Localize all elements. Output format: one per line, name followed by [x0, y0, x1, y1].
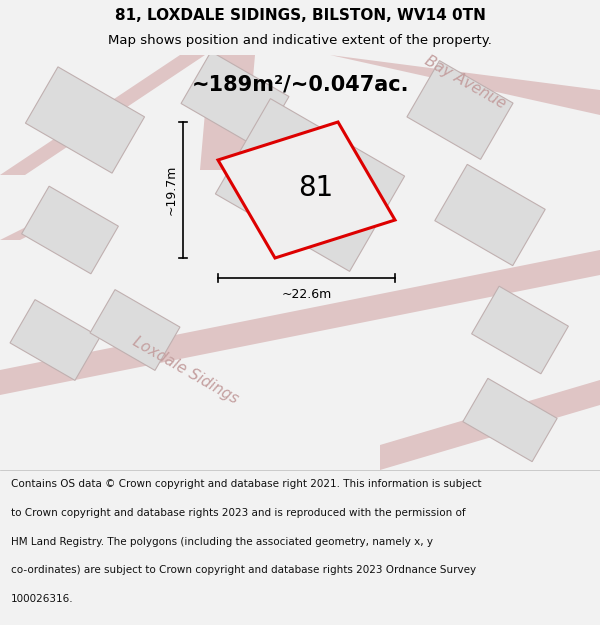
Polygon shape [181, 51, 289, 149]
Text: 81: 81 [298, 174, 334, 202]
Text: Bay Avenue: Bay Avenue [422, 52, 508, 111]
Polygon shape [22, 186, 118, 274]
Polygon shape [472, 286, 568, 374]
Polygon shape [0, 55, 205, 175]
Polygon shape [25, 67, 145, 173]
Polygon shape [330, 55, 600, 115]
Text: Loxdale Sidings: Loxdale Sidings [130, 334, 241, 406]
Polygon shape [463, 378, 557, 462]
Polygon shape [200, 55, 255, 170]
Text: co-ordinates) are subject to Crown copyright and database rights 2023 Ordnance S: co-ordinates) are subject to Crown copyr… [11, 566, 476, 576]
Polygon shape [407, 61, 513, 159]
Text: ~189m²/~0.047ac.: ~189m²/~0.047ac. [191, 75, 409, 95]
Polygon shape [10, 299, 100, 381]
Text: HM Land Registry. The polygons (including the associated geometry, namely x, y: HM Land Registry. The polygons (includin… [11, 537, 433, 547]
Text: ~22.6m: ~22.6m [281, 288, 332, 301]
Text: 100026316.: 100026316. [11, 594, 73, 604]
Polygon shape [0, 210, 80, 240]
Polygon shape [90, 289, 180, 371]
Polygon shape [215, 99, 404, 271]
Text: ~19.7m: ~19.7m [164, 165, 178, 215]
Polygon shape [435, 164, 545, 266]
Text: 81, LOXDALE SIDINGS, BILSTON, WV14 0TN: 81, LOXDALE SIDINGS, BILSTON, WV14 0TN [115, 8, 485, 23]
Polygon shape [0, 250, 600, 395]
Polygon shape [380, 380, 600, 470]
Text: Contains OS data © Crown copyright and database right 2021. This information is : Contains OS data © Crown copyright and d… [11, 479, 481, 489]
Text: to Crown copyright and database rights 2023 and is reproduced with the permissio: to Crown copyright and database rights 2… [11, 508, 466, 518]
Text: Map shows position and indicative extent of the property.: Map shows position and indicative extent… [108, 34, 492, 47]
Polygon shape [218, 122, 395, 258]
